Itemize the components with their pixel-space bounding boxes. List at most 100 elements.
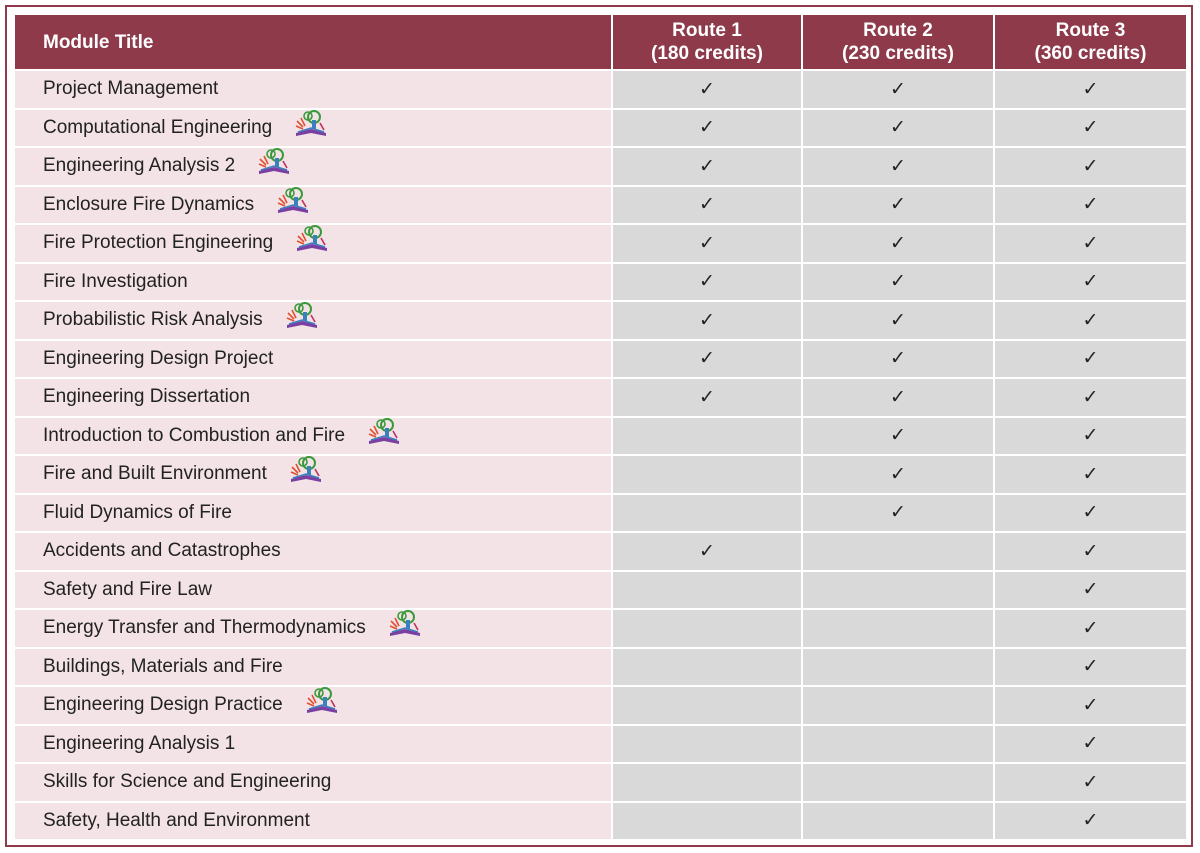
module-title: Engineering Dissertation [43, 386, 251, 408]
route-2-check-cell: ✓ [803, 415, 995, 454]
book-tree-icon [388, 609, 422, 643]
module-title: Engineering Design Project [43, 347, 274, 369]
book-tree-icon [289, 455, 323, 489]
route-1-check-cell: ✓ [613, 223, 803, 262]
route-3-check-cell: ✓ [995, 107, 1186, 146]
module-name-cell: Project Management [15, 69, 613, 108]
book-tree-icon [257, 147, 291, 181]
module-name-cell: Engineering Analysis 2 [15, 146, 613, 185]
table-row: Project Management ✓ ✓ ✓ [15, 69, 1186, 108]
book-tree-icon [305, 686, 339, 720]
module-name-cell: Safety, Health and Environment [15, 800, 613, 839]
route-3-check-cell: ✓ [995, 223, 1186, 262]
route-3-check-cell: ✓ [995, 454, 1186, 493]
route-2-check-cell [803, 608, 995, 647]
route-2-check-cell: ✓ [803, 377, 995, 416]
module-name-cell: Fire Protection Engineering [15, 223, 613, 262]
route-3-credits: (360 credits) [1034, 43, 1147, 64]
module-title: Buildings, Materials and Fire [43, 655, 283, 677]
route-1-check-cell [613, 800, 803, 839]
route-2-check-cell: ✓ [803, 338, 995, 377]
route-1-check-cell: ✓ [613, 531, 803, 570]
route-2-check-cell [803, 531, 995, 570]
table-row: Probabilistic Risk Analysis ✓ ✓ ✓ [15, 300, 1186, 339]
route-1-credits: (180 credits) [651, 43, 763, 64]
module-title: Computational Engineering [43, 116, 273, 138]
module-name-cell: Buildings, Materials and Fire [15, 646, 613, 685]
route-2-check-cell [803, 723, 995, 762]
table-frame: Module Title Route 1 (180 credits) Route… [5, 5, 1193, 847]
route-2-check-cell: ✓ [803, 492, 995, 531]
module-name-cell: Probabilistic Risk Analysis [15, 300, 613, 339]
book-tree-icon [295, 224, 329, 258]
header-module-title: Module Title [15, 15, 613, 69]
book-tree-icon [276, 186, 310, 220]
book-tree-icon [285, 301, 319, 335]
route-1-name: Route 1 [672, 20, 742, 41]
route-1-check-cell: ✓ [613, 377, 803, 416]
module-title: Introduction to Combustion and Fire [43, 424, 346, 446]
route-3-check-cell: ✓ [995, 608, 1186, 647]
route-3-check-cell: ✓ [995, 800, 1186, 839]
route-3-check-cell: ✓ [995, 69, 1186, 108]
module-name-cell: Engineering Design Project [15, 338, 613, 377]
table-row: Buildings, Materials and Fire ✓ [15, 646, 1186, 685]
module-title: Probabilistic Risk Analysis [43, 309, 263, 331]
table-row: Skills for Science and Engineering ✓ [15, 762, 1186, 801]
module-name-cell: Introduction to Combustion and Fire [15, 415, 613, 454]
route-1-check-cell [613, 492, 803, 531]
route-3-check-cell: ✓ [995, 723, 1186, 762]
table-row: Fluid Dynamics of Fire ✓ ✓ [15, 492, 1186, 531]
module-name-cell: Fire Investigation [15, 261, 613, 300]
module-title: Fire and Built Environment [43, 463, 267, 485]
route-3-check-cell: ✓ [995, 261, 1186, 300]
module-title: Safety and Fire Law [43, 578, 212, 600]
module-name-cell: Energy Transfer and Thermodynamics [15, 608, 613, 647]
route-1-check-cell [613, 608, 803, 647]
route-2-check-cell [803, 800, 995, 839]
module-title: Energy Transfer and Thermodynamics [43, 617, 366, 639]
route-3-name: Route 3 [1055, 20, 1126, 41]
module-title: Engineering Analysis 1 [43, 732, 236, 754]
route-1-check-cell: ✓ [613, 184, 803, 223]
table-row: Engineering Design Project ✓ ✓ ✓ [15, 338, 1186, 377]
table-row: Computational Engineering ✓ ✓ ✓ [15, 107, 1186, 146]
book-tree-icon [294, 109, 328, 143]
route-2-check-cell [803, 646, 995, 685]
route-1-check-cell: ✓ [613, 261, 803, 300]
module-name-cell: Engineering Analysis 1 [15, 723, 613, 762]
route-2-credits: (230 credits) [842, 43, 954, 64]
route-1-check-cell: ✓ [613, 300, 803, 339]
module-title: Accidents and Catastrophes [43, 540, 281, 562]
module-title: Engineering Analysis 2 [43, 155, 236, 177]
route-1-check-cell: ✓ [613, 107, 803, 146]
route-1-check-cell [613, 646, 803, 685]
table-row: Fire Protection Engineering ✓ ✓ ✓ [15, 223, 1186, 262]
route-1-check-cell [613, 454, 803, 493]
route-2-check-cell: ✓ [803, 454, 995, 493]
module-name-cell: Engineering Dissertation [15, 377, 613, 416]
header-row: Module Title Route 1 (180 credits) Route… [15, 15, 1186, 69]
route-2-check-cell [803, 569, 995, 608]
route-2-check-cell: ✓ [803, 107, 995, 146]
module-title: Skills for Science and Engineering [43, 771, 332, 793]
route-1-check-cell [613, 685, 803, 724]
route-1-check-cell [613, 569, 803, 608]
module-rows: Project Management ✓ ✓ ✓ Computational Engin… [15, 69, 1186, 839]
table-row: Fire Investigation ✓ ✓ ✓ [15, 261, 1186, 300]
table-row: Enclosure Fire Dynamics ✓ ✓ ✓ [15, 184, 1186, 223]
table-row: Engineering Analysis 1 ✓ [15, 723, 1186, 762]
module-name-cell: Computational Engineering [15, 107, 613, 146]
table-row: Safety, Health and Environment ✓ [15, 800, 1186, 839]
route-2-check-cell [803, 685, 995, 724]
route-3-check-cell: ✓ [995, 338, 1186, 377]
route-3-check-cell: ✓ [995, 646, 1186, 685]
route-1-check-cell [613, 723, 803, 762]
module-title: Fluid Dynamics of Fire [43, 501, 232, 523]
header-route-2: Route 2 (230 credits) [803, 15, 995, 69]
route-1-check-cell [613, 762, 803, 801]
table-row: Engineering Dissertation ✓ ✓ ✓ [15, 377, 1186, 416]
route-1-check-cell: ✓ [613, 146, 803, 185]
table-row: Safety and Fire Law ✓ [15, 569, 1186, 608]
header-route-3: Route 3 (360 credits) [995, 15, 1186, 69]
